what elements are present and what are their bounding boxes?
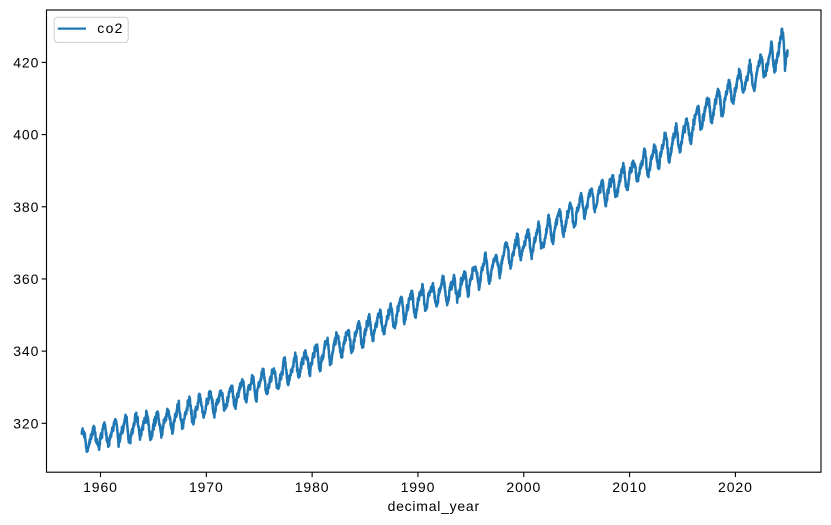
svg-text:1980: 1980 — [295, 479, 330, 495]
svg-text:1960: 1960 — [83, 479, 118, 495]
svg-text:360: 360 — [13, 271, 39, 287]
svg-text:320: 320 — [13, 415, 39, 431]
svg-text:2020: 2020 — [718, 479, 753, 495]
svg-text:420: 420 — [13, 55, 39, 71]
svg-text:2010: 2010 — [612, 479, 647, 495]
svg-text:co2: co2 — [97, 20, 123, 36]
svg-text:2000: 2000 — [506, 479, 541, 495]
svg-text:decimal_year: decimal_year — [388, 498, 480, 514]
svg-text:1990: 1990 — [401, 479, 436, 495]
svg-text:340: 340 — [13, 343, 39, 359]
svg-text:1970: 1970 — [189, 479, 224, 495]
svg-text:400: 400 — [13, 127, 39, 143]
svg-text:380: 380 — [13, 199, 39, 215]
